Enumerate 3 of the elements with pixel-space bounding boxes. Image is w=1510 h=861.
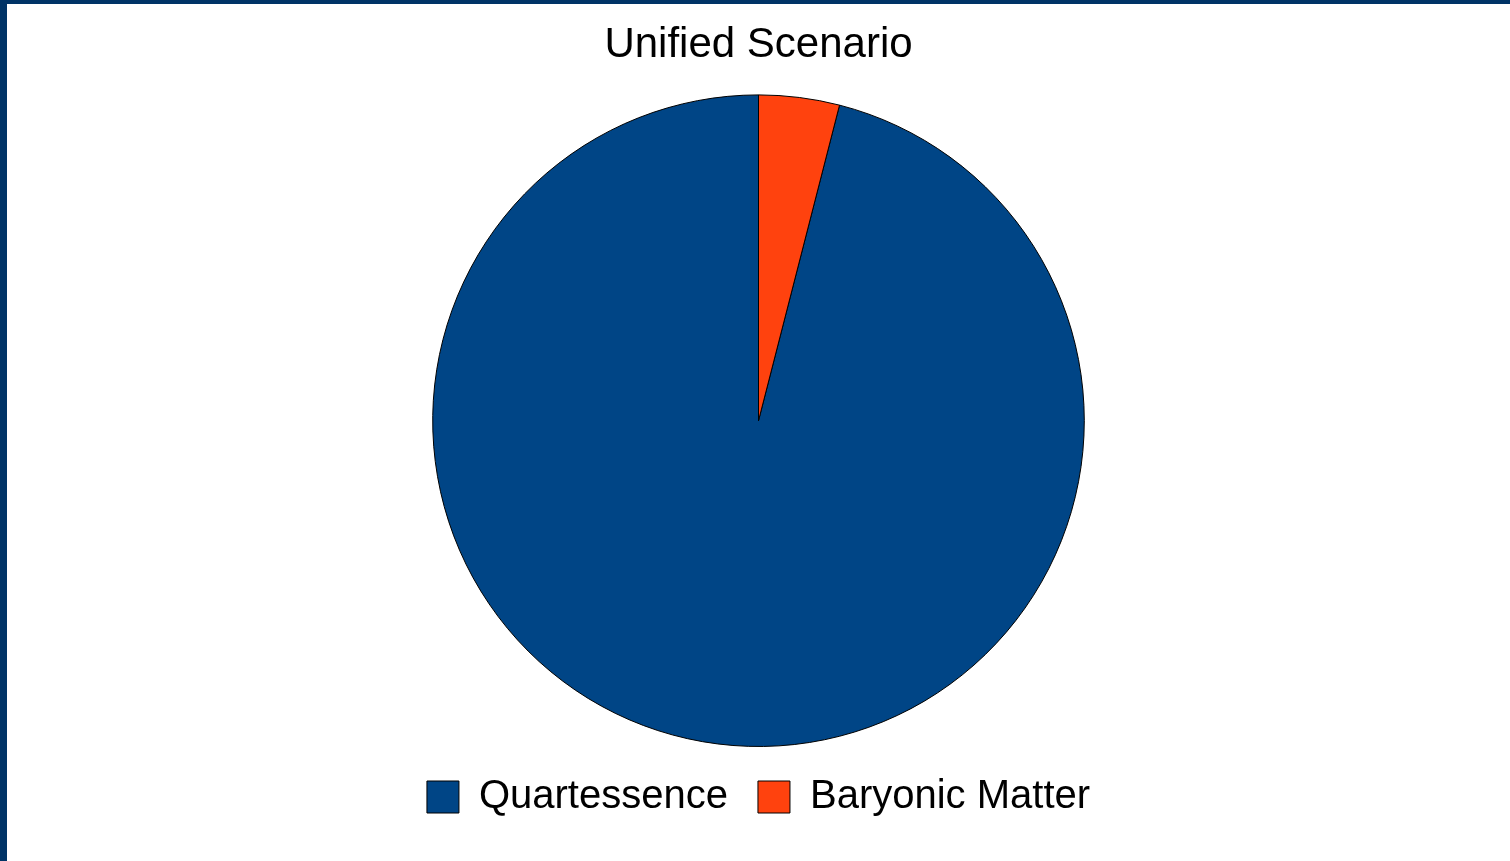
chart-title: Unified Scenario	[604, 18, 913, 66]
legend-label: Baryonic Matter	[809, 772, 1091, 817]
legend-label: Quartessence	[478, 772, 728, 817]
